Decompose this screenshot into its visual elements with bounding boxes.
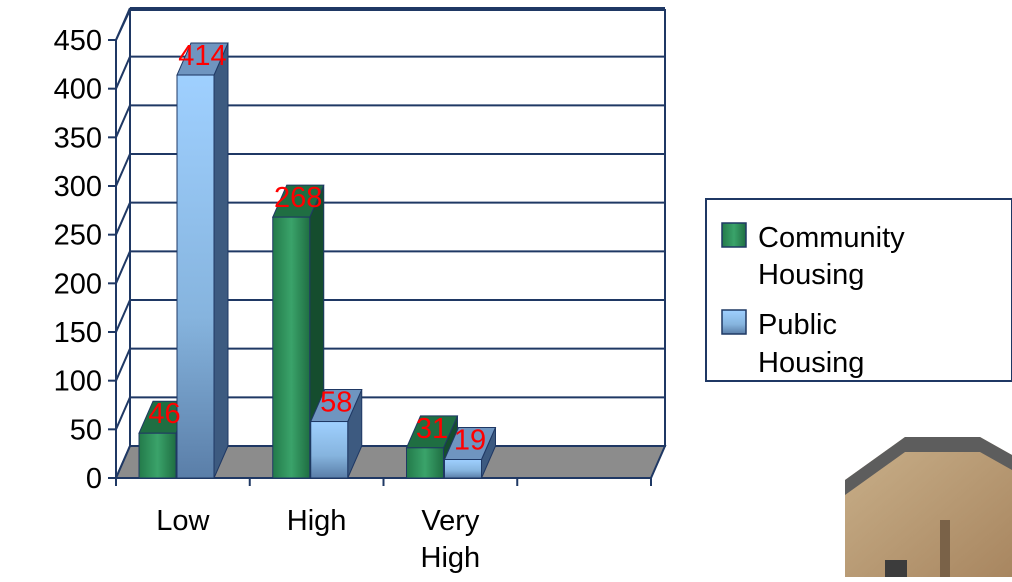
legend-label-public-line1: Public (758, 309, 837, 341)
x-tick-label: Very High (421, 505, 481, 574)
y-tick-label: 400 (54, 74, 102, 106)
plot-side-wall (115, 9, 131, 479)
y-axis: 0 50 100 150 200 250 300 350 400 450 (54, 25, 117, 495)
bar (443, 427, 497, 479)
legend-label-community-line1: Community (758, 222, 905, 254)
house-photo (845, 437, 1012, 577)
bar (176, 42, 229, 479)
legend-label-public-line2: Housing (758, 347, 864, 379)
bar-front (138, 432, 177, 479)
legend-swatch-community-housing (721, 222, 747, 248)
x-tick-label: Low (156, 505, 210, 537)
x-tick-label: High (287, 505, 347, 537)
gridline-side (115, 7, 131, 41)
gridline-side (115, 396, 131, 430)
bar (405, 415, 459, 479)
y-tick-label: 0 (86, 463, 102, 495)
x-axis: Low High Very High (115, 477, 652, 574)
gridline-side (115, 153, 131, 187)
bar-front (176, 74, 215, 479)
y-tick-label: 450 (54, 25, 102, 57)
data-label: 46 (148, 398, 180, 430)
data-labels: 46 268 31 414 58 19 (148, 40, 486, 456)
data-label: 268 (274, 182, 322, 214)
data-label: 31 (416, 413, 448, 445)
y-tick-label: 300 (54, 171, 102, 203)
bar-front (444, 459, 482, 479)
gridline-side (115, 104, 131, 138)
gridline-side (115, 299, 131, 333)
bar (271, 184, 325, 479)
data-label: 19 (454, 425, 486, 457)
gridline-side (115, 202, 131, 236)
data-label: 414 (178, 40, 226, 72)
bar-front (272, 216, 311, 479)
y-tick-label: 100 (54, 366, 102, 398)
y-tick-label: 50 (70, 414, 102, 446)
bar-front (310, 421, 349, 479)
legend-label-community-line2: Housing (758, 259, 864, 291)
bar-front (406, 447, 444, 479)
gridline-side (115, 250, 131, 284)
legend: Community Housing Public Housing (705, 198, 1012, 382)
bar (309, 389, 363, 479)
y-tick-label: 150 (54, 317, 102, 349)
bars (138, 42, 497, 479)
y-tick-label: 250 (54, 220, 102, 252)
data-label: 58 (320, 387, 352, 419)
y-tick-label: 200 (54, 268, 102, 300)
legend-swatch-public-housing (721, 309, 747, 335)
y-tick-label: 350 (54, 122, 102, 154)
gridline-side (115, 348, 131, 382)
gridline-side (115, 56, 131, 90)
legend-box (705, 198, 1012, 382)
bar-side (213, 42, 229, 479)
